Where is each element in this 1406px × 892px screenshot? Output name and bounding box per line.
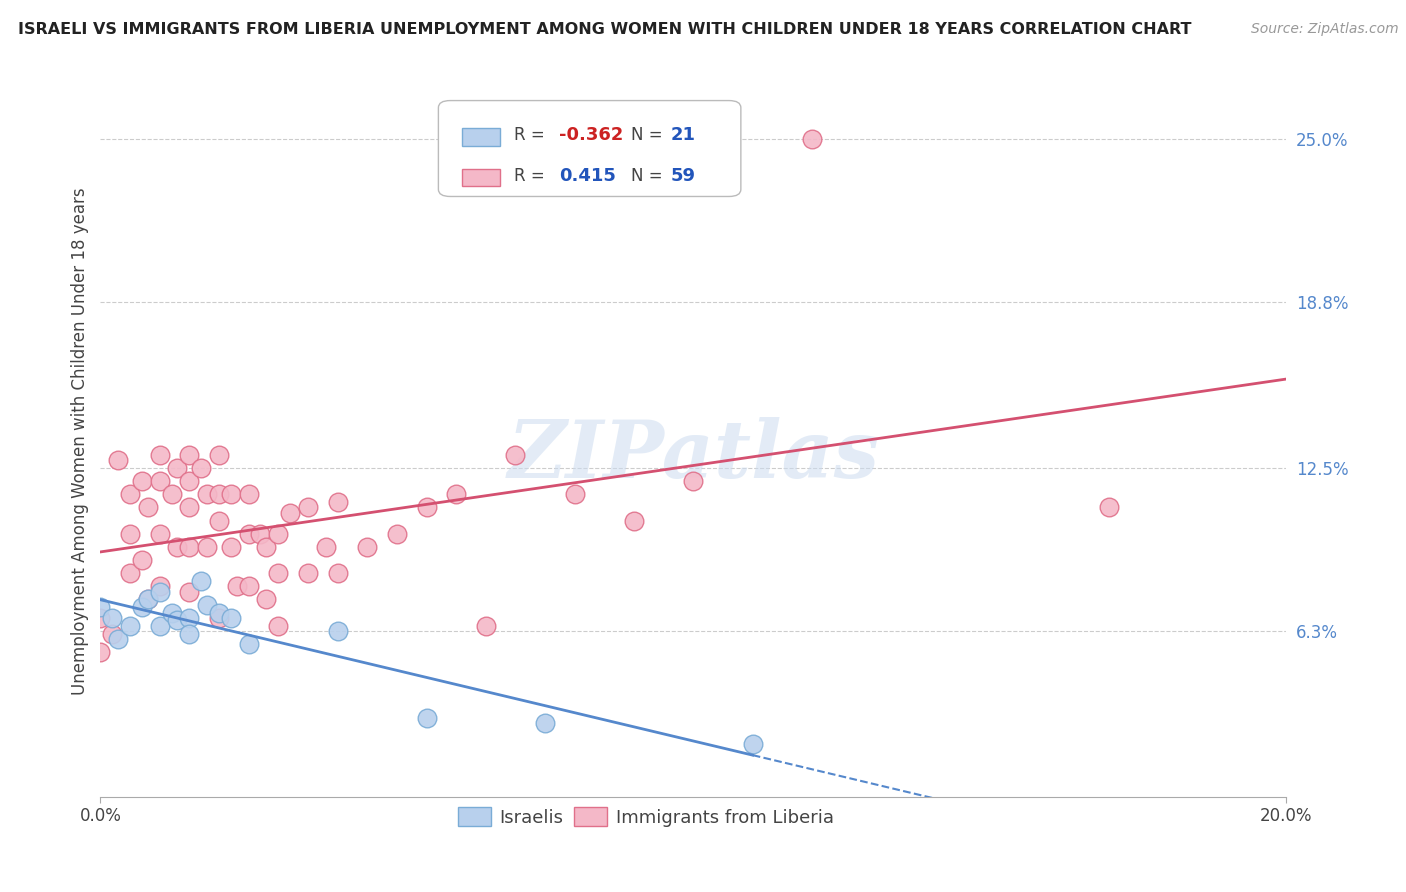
Point	[89, 611, 111, 625]
Point	[682, 474, 704, 488]
Point	[238, 637, 260, 651]
Point	[160, 487, 183, 501]
Point	[534, 716, 557, 731]
Text: 0.415: 0.415	[560, 167, 616, 185]
Point	[166, 461, 188, 475]
Point	[326, 624, 349, 638]
Point	[166, 614, 188, 628]
Point	[623, 514, 645, 528]
Point	[741, 737, 763, 751]
Point	[136, 500, 159, 515]
Point	[190, 461, 212, 475]
Point	[254, 592, 277, 607]
Point	[195, 487, 218, 501]
Point	[505, 448, 527, 462]
Point	[195, 598, 218, 612]
Text: N =: N =	[630, 167, 668, 185]
Point	[149, 526, 172, 541]
FancyBboxPatch shape	[463, 128, 501, 145]
FancyBboxPatch shape	[463, 169, 501, 186]
Point	[208, 606, 231, 620]
Point	[326, 495, 349, 509]
Point	[208, 611, 231, 625]
Point	[149, 584, 172, 599]
Point	[149, 619, 172, 633]
Text: 59: 59	[671, 167, 696, 185]
Point	[564, 487, 586, 501]
Point	[297, 566, 319, 581]
Point	[149, 579, 172, 593]
Point	[149, 448, 172, 462]
Point	[190, 574, 212, 588]
Point	[219, 540, 242, 554]
Point	[225, 579, 247, 593]
Point	[179, 500, 201, 515]
Point	[238, 526, 260, 541]
Point	[101, 626, 124, 640]
Point	[415, 711, 437, 725]
Point	[254, 540, 277, 554]
Y-axis label: Unemployment Among Women with Children Under 18 years: Unemployment Among Women with Children U…	[72, 187, 89, 696]
Point	[166, 540, 188, 554]
Point	[238, 579, 260, 593]
Point	[444, 487, 467, 501]
Point	[267, 526, 290, 541]
Text: N =: N =	[630, 126, 668, 145]
Point	[1097, 500, 1119, 515]
Point	[179, 448, 201, 462]
Point	[107, 453, 129, 467]
Point	[267, 566, 290, 581]
Point	[315, 540, 337, 554]
Point	[149, 474, 172, 488]
Point	[118, 487, 141, 501]
Point	[118, 619, 141, 633]
Text: 21: 21	[671, 126, 696, 145]
Point	[326, 566, 349, 581]
Point	[238, 487, 260, 501]
Point	[118, 566, 141, 581]
Legend: Israelis, Immigrants from Liberia: Israelis, Immigrants from Liberia	[451, 800, 841, 834]
Point	[107, 632, 129, 646]
Point	[385, 526, 408, 541]
Point	[267, 619, 290, 633]
Point	[136, 592, 159, 607]
Point	[475, 619, 498, 633]
Point	[801, 132, 824, 146]
Point	[208, 514, 231, 528]
Point	[179, 584, 201, 599]
Point	[278, 506, 301, 520]
Text: Source: ZipAtlas.com: Source: ZipAtlas.com	[1251, 22, 1399, 37]
Point	[195, 540, 218, 554]
Point	[297, 500, 319, 515]
Point	[131, 474, 153, 488]
Point	[101, 611, 124, 625]
Point	[208, 448, 231, 462]
Point	[179, 611, 201, 625]
Point	[179, 626, 201, 640]
Point	[415, 500, 437, 515]
Text: -0.362: -0.362	[560, 126, 624, 145]
Point	[356, 540, 378, 554]
Text: ISRAELI VS IMMIGRANTS FROM LIBERIA UNEMPLOYMENT AMONG WOMEN WITH CHILDREN UNDER : ISRAELI VS IMMIGRANTS FROM LIBERIA UNEMP…	[18, 22, 1192, 37]
Point	[160, 606, 183, 620]
FancyBboxPatch shape	[439, 101, 741, 196]
Point	[179, 474, 201, 488]
Point	[131, 600, 153, 615]
Point	[89, 645, 111, 659]
Point	[131, 553, 153, 567]
Point	[208, 487, 231, 501]
Text: ZIPatlas: ZIPatlas	[508, 417, 880, 494]
Point	[219, 487, 242, 501]
Point	[179, 540, 201, 554]
Point	[89, 600, 111, 615]
Point	[219, 611, 242, 625]
Text: R =: R =	[515, 126, 550, 145]
Point	[136, 592, 159, 607]
Text: R =: R =	[515, 167, 555, 185]
Point	[118, 526, 141, 541]
Point	[249, 526, 271, 541]
